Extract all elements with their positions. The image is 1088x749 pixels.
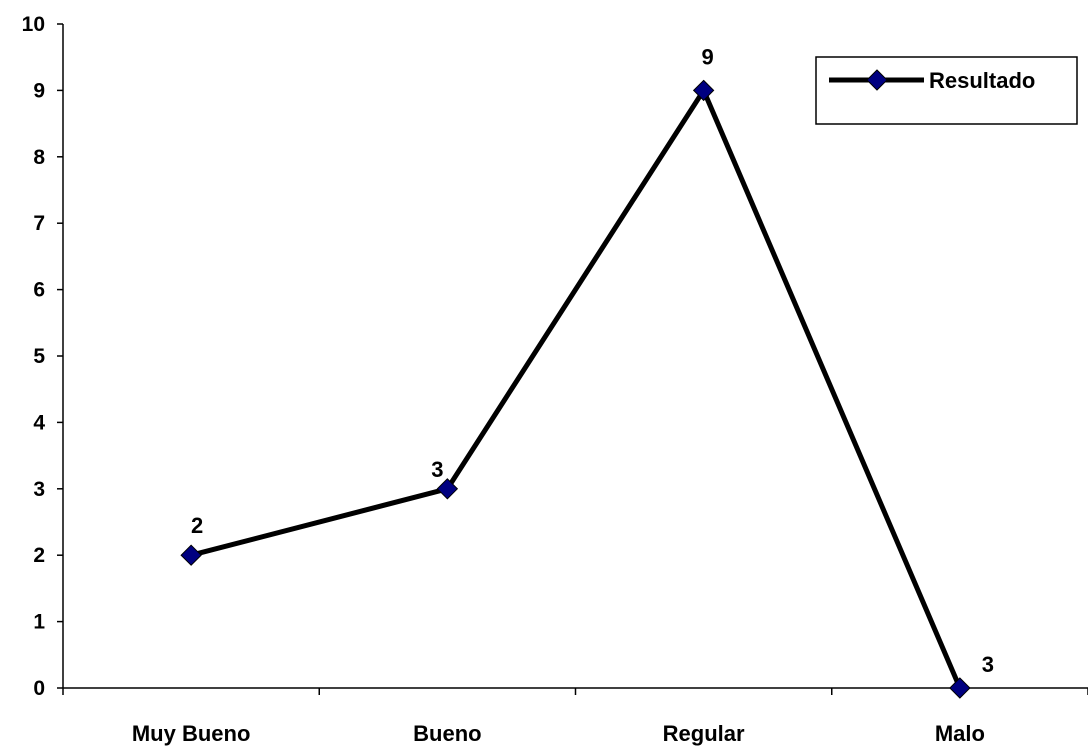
y-tick-label: 10 <box>22 13 45 36</box>
y-tick-label: 1 <box>33 611 45 634</box>
data-label: 2 <box>191 513 203 538</box>
series-line-group <box>190 85 963 689</box>
data-labels-group: 2 3 9 3 <box>191 44 994 677</box>
series-line-resultado <box>190 85 963 689</box>
data-label: 9 <box>702 44 714 69</box>
y-tick-label: 9 <box>33 79 45 102</box>
legend-box <box>815 56 1078 125</box>
y-tick-label: 2 <box>33 544 45 567</box>
legend: Resultado <box>815 56 1078 125</box>
x-category-label: Bueno <box>413 721 481 746</box>
y-axis-ticks: 0 1 2 3 4 5 6 7 8 9 10 <box>22 13 63 700</box>
x-category-label: Regular <box>663 721 745 746</box>
y-tick-label: 8 <box>33 146 45 169</box>
x-axis-ticks: Muy Bueno Bueno Regular Malo <box>62 688 1088 746</box>
y-tick-label: 4 <box>33 411 45 434</box>
markers-group <box>180 79 971 699</box>
data-label: 3 <box>431 457 443 482</box>
y-tick-label: 3 <box>33 478 45 501</box>
data-point-marker <box>692 79 715 102</box>
y-tick-label: 0 <box>33 677 45 700</box>
data-point-marker <box>180 544 202 566</box>
y-tick-label: 6 <box>33 279 45 302</box>
data-point-marker <box>436 478 459 500</box>
x-category-label: Muy Bueno <box>132 721 251 746</box>
y-tick-label: 5 <box>33 345 45 368</box>
x-category-label: Malo <box>935 721 985 746</box>
y-tick-label: 7 <box>33 212 45 235</box>
legend-label: Resultado <box>929 68 1035 93</box>
legend-marker-swatch <box>866 69 888 91</box>
data-label: 3 <box>982 652 994 677</box>
data-point-marker <box>949 677 971 699</box>
